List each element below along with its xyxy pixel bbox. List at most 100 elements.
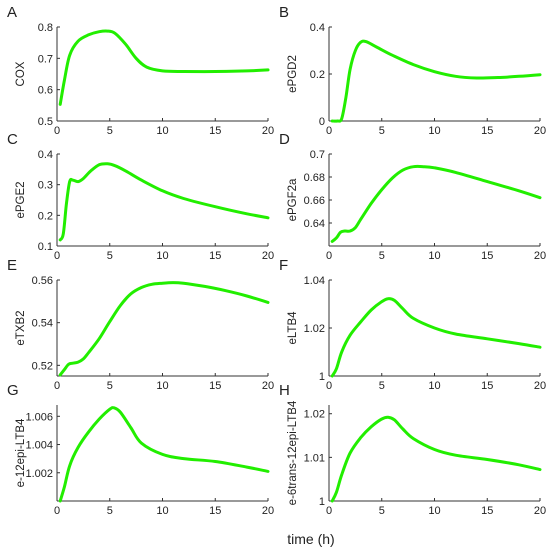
y-tick-label: 1.002	[25, 468, 53, 480]
x-tick-label: 15	[481, 125, 493, 137]
x-tick-label: 5	[107, 505, 113, 517]
x-tick-label: 10	[428, 125, 440, 137]
x-tick-label: 20	[262, 505, 274, 517]
x-tick-label: 0	[326, 125, 332, 137]
x-tick-label: 10	[428, 380, 440, 392]
x-tick-label: 5	[107, 380, 113, 392]
y-tick-label: 0.64	[304, 218, 325, 230]
x-tick-label: 15	[481, 505, 493, 517]
y-axis-label: ePGD2	[287, 55, 299, 93]
y-tick-label: 0.2	[38, 210, 53, 222]
y-axis-label: ePGF2a	[287, 178, 299, 221]
y-axis-label: eTXB2	[15, 310, 27, 345]
x-tick-label: 0	[54, 380, 60, 392]
y-tick-label: 1.01	[304, 452, 325, 464]
y-axis-label: e-12epi-LTB4	[15, 418, 27, 487]
y-tick-label: 0.8	[38, 22, 53, 34]
x-tick-label: 0	[54, 250, 60, 262]
series-line	[330, 415, 542, 503]
x-tick-label: 15	[481, 380, 493, 392]
x-tick-label: 10	[428, 250, 440, 262]
panel-letter: E	[7, 257, 17, 274]
x-tick-label: 15	[481, 250, 493, 262]
y-tick-label: 1.02	[304, 409, 325, 421]
x-tick-label: 15	[209, 505, 221, 517]
panel-letter: G	[7, 382, 19, 399]
panel-letter: F	[279, 257, 288, 274]
x-tick-label: 0	[54, 505, 60, 517]
x-tick-label: 5	[379, 125, 385, 137]
y-tick-label: 1.02	[304, 323, 325, 335]
series-line	[330, 164, 542, 243]
x-tick-label: 20	[534, 505, 546, 517]
y-tick-label: 0.68	[304, 172, 325, 184]
y-tick-label: 0.7	[38, 53, 53, 65]
y-tick-label: 1	[319, 371, 325, 383]
x-tick-label: 10	[156, 250, 168, 262]
y-tick-label: 0.2	[310, 69, 325, 81]
y-tick-label: 0.4	[38, 149, 53, 161]
x-tick-label: 15	[209, 250, 221, 262]
x-tick-label: 0	[326, 505, 332, 517]
x-tick-label: 20	[262, 125, 274, 137]
x-tick-label: 10	[156, 505, 168, 517]
panel-g: 0 5 10 15 20 1.002 1.004 1.006 Ge-12epi-LTB4	[7, 382, 274, 517]
x-tick-label: 20	[262, 250, 274, 262]
y-axis-label: COX	[15, 61, 27, 86]
series-line	[58, 162, 270, 242]
x-tick-label: 5	[379, 250, 385, 262]
x-tick-label: 5	[379, 505, 385, 517]
panel-letter: B	[279, 4, 289, 21]
panel-letter: H	[279, 382, 290, 399]
panel-letter: A	[7, 4, 17, 21]
y-axis-label: e-6trans-12epi-LTB4	[287, 400, 299, 505]
y-tick-label: 0.4	[310, 22, 325, 34]
x-tick-label: 0	[326, 380, 332, 392]
x-tick-label: 20	[262, 380, 274, 392]
y-tick-label: 1.04	[304, 275, 325, 287]
x-tick-label: 10	[156, 125, 168, 137]
x-axis-label: time (h)	[287, 531, 334, 547]
panel-letter: C	[7, 131, 18, 148]
series-line	[58, 29, 270, 106]
x-tick-label: 20	[534, 125, 546, 137]
y-tick-label: 0.3	[38, 180, 53, 192]
x-tick-label: 10	[156, 380, 168, 392]
y-tick-label: 0.56	[32, 275, 53, 287]
y-tick-label: 0.54	[32, 318, 53, 330]
x-tick-label: 20	[534, 250, 546, 262]
y-tick-label: 0.66	[304, 195, 325, 207]
series-line	[58, 281, 270, 377]
y-tick-label: 0	[319, 116, 325, 128]
y-tick-label: 1.006	[25, 411, 53, 423]
x-tick-label: 0	[54, 125, 60, 137]
panel-letter: D	[279, 131, 290, 148]
x-tick-label: 5	[107, 125, 113, 137]
y-tick-label: 1.004	[25, 440, 53, 452]
y-axis-label: eLTB4	[287, 311, 299, 345]
y-tick-label: 1	[319, 496, 325, 508]
series-line	[330, 39, 542, 123]
y-tick-label: 0.5	[38, 116, 53, 128]
y-tick-label: 0.7	[310, 149, 325, 161]
panel-a: 0 5 10 15 20 0.5 0.6 0.7 0.8 A COX	[7, 4, 274, 137]
x-tick-label: 15	[209, 125, 221, 137]
y-axis-label: ePGE2	[15, 181, 27, 218]
x-tick-label: 10	[428, 505, 440, 517]
series-line	[58, 406, 270, 503]
y-tick-label: 0.6	[38, 85, 53, 97]
panel-h: 0 5 10 15 20 1 1.01 1.02 He-6trans-12epi-LTB4	[279, 382, 546, 517]
x-tick-label: 15	[209, 380, 221, 392]
x-tick-label: 0	[326, 250, 332, 262]
x-tick-label: 20	[534, 380, 546, 392]
y-tick-label: 0.1	[38, 241, 53, 253]
series-line	[330, 297, 542, 378]
y-tick-label: 0.52	[32, 360, 53, 372]
x-tick-label: 5	[379, 380, 385, 392]
